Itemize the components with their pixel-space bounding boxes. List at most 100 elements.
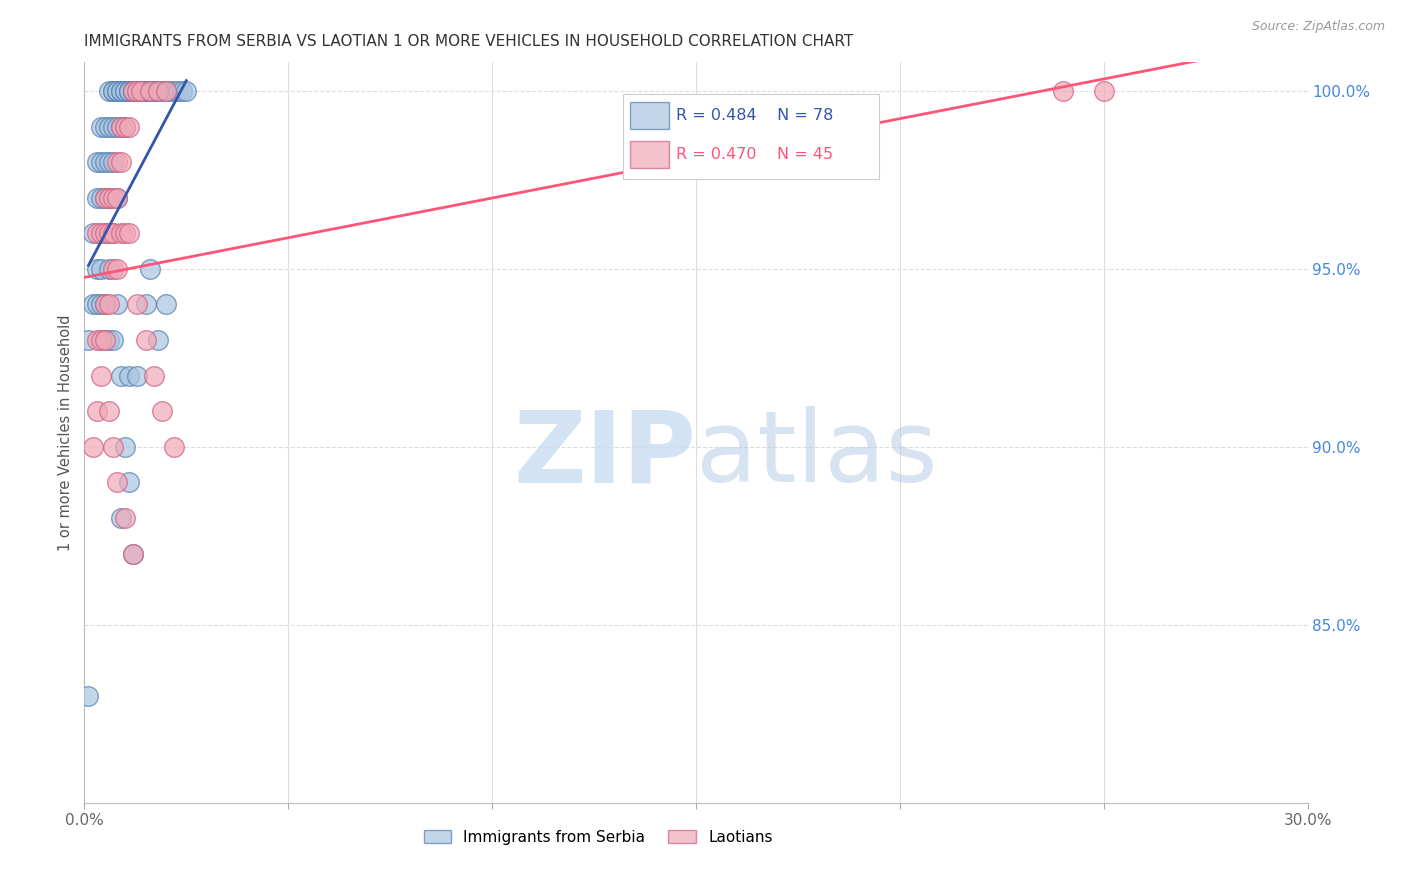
Point [86, 227, 108, 241]
Point [86, 155, 108, 169]
Point [118, 84, 141, 98]
Point [97, 191, 120, 205]
Point [82, 227, 104, 241]
Text: IMMIGRANTS FROM SERBIA VS LAOTIAN 1 OR MORE VEHICLES IN HOUSEHOLD CORRELATION CH: IMMIGRANTS FROM SERBIA VS LAOTIAN 1 OR M… [84, 34, 853, 49]
Point [97, 84, 120, 98]
Point [122, 84, 145, 98]
Point [146, 84, 169, 98]
Point [101, 227, 124, 241]
Point [127, 84, 149, 98]
Point [105, 155, 128, 169]
Point [1092, 84, 1115, 98]
Point [101, 333, 124, 347]
Point [114, 511, 136, 525]
Point [90, 191, 112, 205]
Point [97, 191, 120, 205]
Point [110, 155, 132, 169]
Point [138, 84, 160, 98]
Point [122, 84, 145, 98]
Point [97, 261, 120, 276]
Point [1052, 84, 1074, 98]
Point [110, 120, 132, 134]
Point [135, 84, 157, 98]
Point [114, 227, 136, 241]
FancyBboxPatch shape [630, 141, 669, 168]
Point [101, 84, 124, 98]
Point [105, 120, 128, 134]
Point [90, 368, 112, 383]
Point [93, 155, 115, 169]
Point [127, 84, 149, 98]
Point [114, 120, 136, 134]
Point [90, 227, 112, 241]
Point [93, 333, 115, 347]
Text: R = 0.484    N = 78: R = 0.484 N = 78 [676, 108, 834, 123]
Point [127, 297, 149, 311]
Point [90, 297, 112, 311]
Text: R = 0.470    N = 45: R = 0.470 N = 45 [676, 147, 834, 161]
Point [118, 368, 141, 383]
Point [110, 511, 132, 525]
Text: Source: ZipAtlas.com: Source: ZipAtlas.com [1251, 20, 1385, 33]
Point [97, 297, 120, 311]
Point [93, 191, 115, 205]
Point [93, 297, 115, 311]
Point [122, 547, 145, 561]
Point [110, 84, 132, 98]
Point [90, 333, 112, 347]
Point [118, 227, 141, 241]
Point [90, 120, 112, 134]
Point [90, 155, 112, 169]
Point [105, 475, 128, 490]
Point [127, 84, 149, 98]
Point [122, 84, 145, 98]
Point [101, 227, 124, 241]
Point [101, 84, 124, 98]
Point [110, 227, 132, 241]
Point [110, 368, 132, 383]
Point [93, 297, 115, 311]
Point [118, 475, 141, 490]
Point [105, 84, 128, 98]
Point [138, 84, 160, 98]
Point [118, 84, 141, 98]
Point [146, 84, 169, 98]
Point [86, 191, 108, 205]
Point [101, 261, 124, 276]
Point [163, 440, 186, 454]
Point [93, 227, 115, 241]
Point [172, 84, 194, 98]
Point [86, 333, 108, 347]
Point [114, 440, 136, 454]
Y-axis label: 1 or more Vehicles in Household: 1 or more Vehicles in Household [58, 314, 73, 551]
Point [97, 120, 120, 134]
Point [142, 84, 165, 98]
Point [82, 440, 104, 454]
Point [135, 84, 157, 98]
Point [155, 84, 177, 98]
Point [86, 404, 108, 418]
Point [131, 84, 153, 98]
Point [93, 120, 115, 134]
Point [135, 333, 157, 347]
Point [110, 84, 132, 98]
Point [131, 84, 153, 98]
Point [163, 84, 186, 98]
Point [93, 333, 115, 347]
Point [150, 84, 173, 98]
Point [159, 84, 181, 98]
Point [82, 297, 104, 311]
Point [101, 120, 124, 134]
Point [142, 84, 165, 98]
Point [97, 404, 120, 418]
Point [114, 84, 136, 98]
Point [127, 368, 149, 383]
Point [101, 191, 124, 205]
Point [127, 84, 149, 98]
FancyBboxPatch shape [623, 94, 880, 178]
Point [93, 227, 115, 241]
Text: ZIP: ZIP [513, 407, 696, 503]
Point [105, 191, 128, 205]
Point [93, 191, 115, 205]
Point [77, 333, 100, 347]
